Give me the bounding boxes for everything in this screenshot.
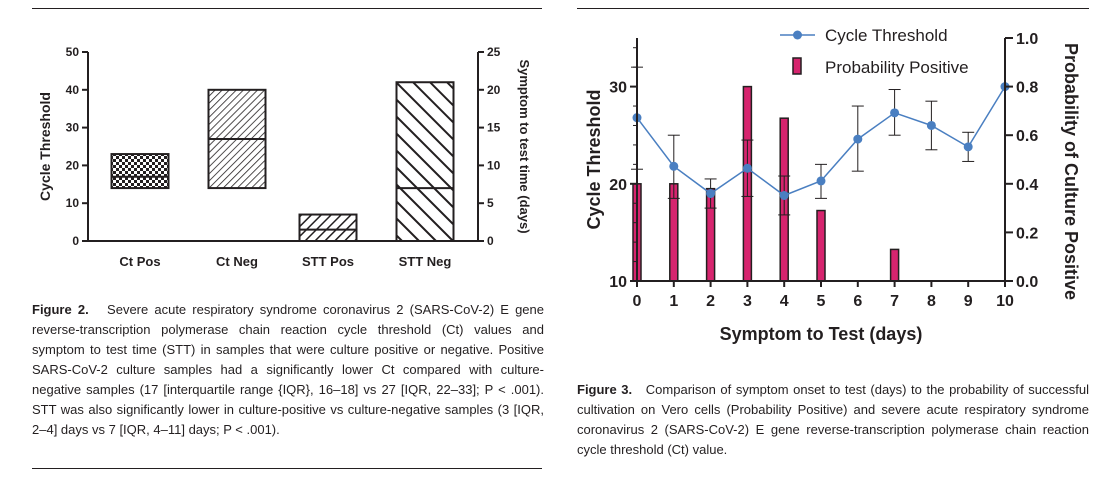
x-tick-label-10: 10 xyxy=(996,293,1014,310)
left-tick-label-20: 20 xyxy=(66,158,80,172)
right-tick-label-25: 25 xyxy=(487,45,501,59)
legend-label-probability-positive: Probability Positive xyxy=(825,58,969,77)
ct-point-day-5 xyxy=(816,176,826,186)
x-tick-label-ct-neg: Ct Neg xyxy=(216,254,258,269)
figure3-caption-text: Comparison of symptom onset to test (day… xyxy=(577,382,1089,457)
figure2-caption: Figure 2. Severe acute respiratory syndr… xyxy=(32,300,544,440)
x-tick-label-5: 5 xyxy=(817,293,826,310)
prob-bar-day-5 xyxy=(816,209,826,282)
right-tick-label-1-0: 1.0 xyxy=(1016,31,1038,48)
figure3-label: Figure 3. xyxy=(577,382,633,397)
x-tick-label-3: 3 xyxy=(743,293,752,310)
x-tick-label-6: 6 xyxy=(853,293,862,310)
ct-point-day-8 xyxy=(926,120,936,130)
x-tick-label-ct-pos: Ct Pos xyxy=(119,254,160,269)
ct-point-day-1 xyxy=(669,161,679,171)
left-tick-label-40: 40 xyxy=(66,83,80,97)
right-tick-label-5: 5 xyxy=(487,196,494,210)
figure2-chart: 0 10 20 30 40 50 0 5 10 15 20 25 Ct Pos Ct Neg STT Pos… xyxy=(37,45,532,269)
left-axis-title: Cycle Threshold xyxy=(584,89,604,229)
right-tick-label-10: 10 xyxy=(487,158,501,172)
box-stt-pos xyxy=(298,213,358,242)
x-tick-label-1: 1 xyxy=(669,293,678,310)
left-tick-label-20: 20 xyxy=(609,177,627,194)
left-tick-label-10: 10 xyxy=(66,196,80,210)
legend-bar-swatch xyxy=(792,57,802,75)
right-tick-label-20: 20 xyxy=(487,83,501,97)
right-axis-title: Probability of Culture Positive xyxy=(1061,43,1081,300)
ct-point-day-4 xyxy=(779,190,789,200)
right-tick-label-15: 15 xyxy=(487,121,501,135)
prob-bar-day-7 xyxy=(889,248,900,282)
figure2-label: Figure 2. xyxy=(32,302,89,317)
x-tick-label-9: 9 xyxy=(964,293,973,310)
left-tick-label-30: 30 xyxy=(66,121,80,135)
left-top-rule xyxy=(32,8,542,9)
left-tick-label-10: 10 xyxy=(609,274,627,291)
x-tick-label-0: 0 xyxy=(633,293,642,310)
x-tick-label-8: 8 xyxy=(927,293,936,310)
right-top-rule xyxy=(577,8,1089,9)
box-stt-neg xyxy=(395,81,455,242)
figure2-marks: 0 10 20 30 40 50 0 5 10 15 20 25 Ct Pos Ct Neg STT Pos… xyxy=(37,45,532,269)
legend-label-cycle-threshold: Cycle Threshold xyxy=(825,26,948,45)
right-tick-label-0-8: 0.8 xyxy=(1016,80,1038,97)
x-tick-label-stt-pos: STT Pos xyxy=(302,254,354,269)
x-tick-label-stt-neg: STT Neg xyxy=(399,254,452,269)
x-tick-label-7: 7 xyxy=(890,293,899,310)
box-ct-pos xyxy=(110,153,170,190)
figure3-caption: Figure 3. Comparison of symptom onset to… xyxy=(577,380,1089,460)
ct-point-day-9 xyxy=(963,142,973,152)
ct-point-day-7 xyxy=(890,108,900,118)
legend-line-marker xyxy=(793,30,802,40)
figure3-chart: 10 20 30 0.0 0.2 0.4 0.6 0.8 1.0 0 1 2 3 4 5 6 7 8 9 10 Symp… xyxy=(584,26,1081,344)
ct-point-day-3 xyxy=(742,163,752,173)
left-tick-label-30: 30 xyxy=(609,80,627,97)
right-tick-label-0-6: 0.6 xyxy=(1016,128,1038,145)
right-axis-title: Symptom to test time (days) xyxy=(517,59,532,233)
x-tick-label-2: 2 xyxy=(706,293,715,310)
right-tick-label-0: 0 xyxy=(487,234,494,248)
left-bottom-rule xyxy=(32,468,542,469)
figure2-caption-text: Severe acute respiratory syndrome corona… xyxy=(32,302,544,437)
right-tick-label-0-2: 0.2 xyxy=(1016,225,1038,242)
ct-point-day-2 xyxy=(706,189,716,199)
x-tick-label-4: 4 xyxy=(780,293,789,310)
right-tick-label-0-0: 0.0 xyxy=(1016,274,1038,291)
left-tick-label-50: 50 xyxy=(66,45,80,59)
right-tick-label-0-4: 0.4 xyxy=(1016,177,1038,194)
x-axis-title: Symptom to Test (days) xyxy=(720,324,923,344)
left-tick-label-0: 0 xyxy=(72,234,79,248)
left-axis-title: Cycle Threshold xyxy=(37,92,53,201)
ct-point-day-6 xyxy=(853,134,863,144)
figure3-marks: 10 20 30 0.0 0.2 0.4 0.6 0.8 1.0 0 1 2 3 4 5 6 7 8 9 10 Symp… xyxy=(584,26,1081,344)
